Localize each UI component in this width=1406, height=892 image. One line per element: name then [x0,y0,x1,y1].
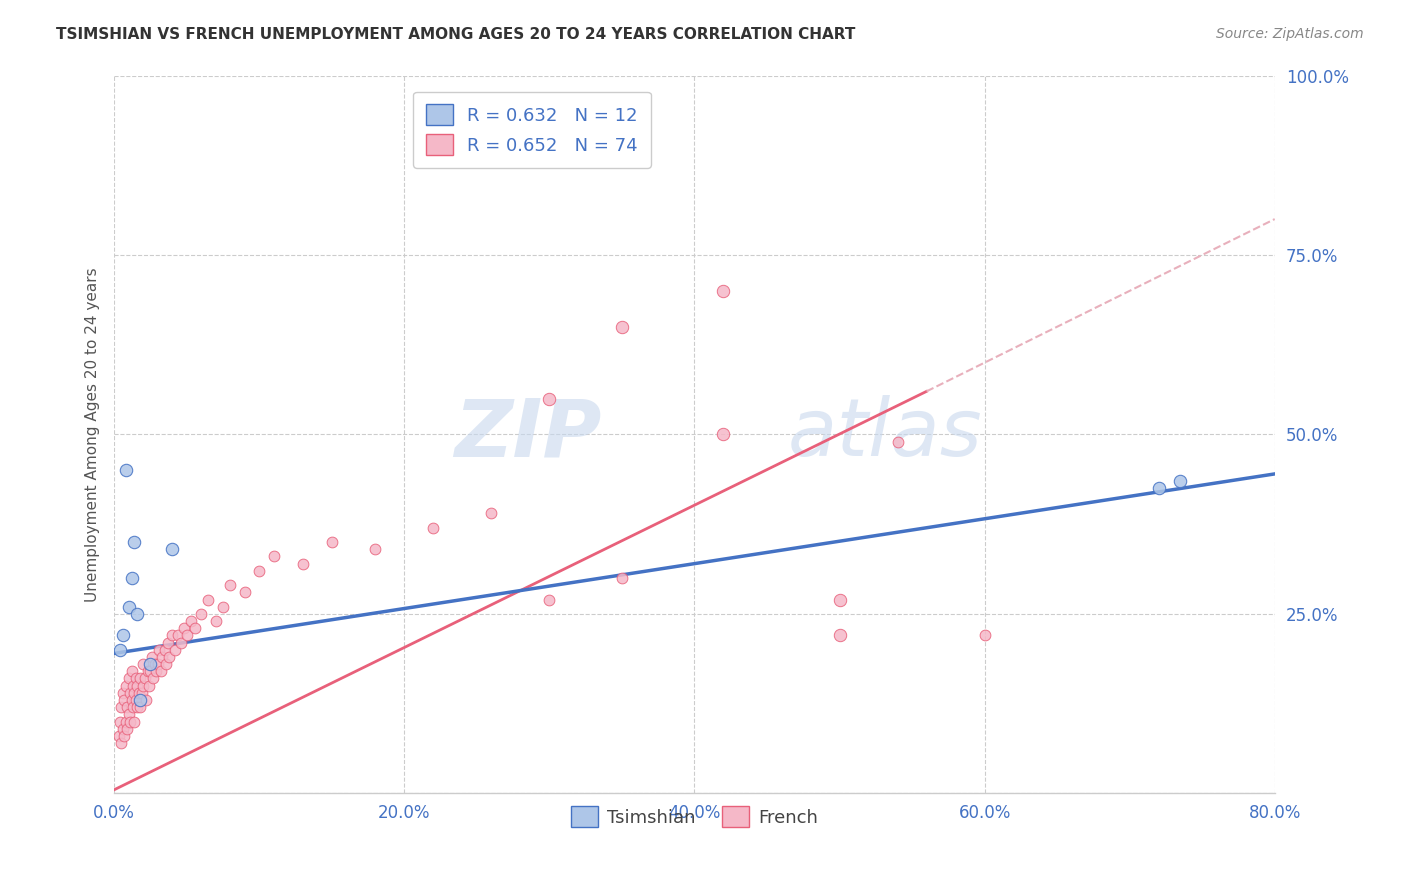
Point [120,714,142,729]
Point [114,714,136,729]
Point [129,700,152,714]
Point [111,722,134,736]
Point [128,686,150,700]
Point [129,693,152,707]
Point [135,693,157,707]
Point [142,672,165,686]
Point [190,607,212,621]
Point [127,679,149,693]
Text: TSIMSHIAN VS FRENCH UNEMPLOYMENT AMONG AGES 20 TO 24 YEARS CORRELATION CHART: TSIMSHIAN VS FRENCH UNEMPLOYMENT AMONG A… [56,27,856,42]
Point [157,650,180,665]
Point [713,284,735,298]
Point [111,686,134,700]
Point [156,635,179,649]
Point [610,571,633,585]
Point [364,542,387,557]
Point [121,693,143,707]
Point [828,628,851,642]
Point [138,679,160,693]
Point [479,507,502,521]
Point [165,642,187,657]
Point [117,722,139,736]
Point [141,650,163,665]
Point [117,700,139,714]
Point [204,614,226,628]
Point [118,599,141,614]
Point [111,628,134,642]
Point [160,542,183,557]
Point [114,463,136,477]
Point [422,521,444,535]
Point [150,650,173,665]
Point [180,614,202,628]
Point [124,714,146,729]
Point [538,392,561,406]
Point [121,665,143,679]
Point [112,729,135,743]
Point [122,679,145,693]
Point [212,599,235,614]
Point [153,642,176,657]
Point [167,628,190,642]
Point [118,707,141,722]
Text: Source: ZipAtlas.com: Source: ZipAtlas.com [1216,27,1364,41]
Point [132,657,155,672]
Point [127,607,149,621]
Point [120,686,142,700]
Point [136,665,159,679]
Point [125,672,148,686]
Point [108,642,131,657]
Point [973,628,995,642]
Point [121,571,143,585]
Legend: Tsimshian, French: Tsimshian, French [564,799,825,835]
Point [108,714,131,729]
Point [1170,474,1192,488]
Point [291,557,314,571]
Point [160,628,183,642]
Point [197,592,219,607]
Point [176,628,198,642]
Point [155,657,177,672]
Point [139,657,162,672]
Y-axis label: Unemployment Among Ages 20 to 24 years: Unemployment Among Ages 20 to 24 years [86,267,100,602]
Text: atlas: atlas [787,395,981,474]
Point [110,700,132,714]
Point [146,657,169,672]
Point [219,578,242,592]
Point [1147,481,1170,495]
Point [139,665,162,679]
Point [713,427,735,442]
Point [143,657,166,672]
Point [173,621,195,635]
Point [321,535,343,549]
Point [828,592,851,607]
Point [125,693,148,707]
Point [149,665,172,679]
Point [148,642,170,657]
Text: ZIP: ZIP [454,395,602,474]
Point [263,549,285,564]
Point [145,665,167,679]
Point [124,535,146,549]
Point [132,679,155,693]
Point [247,564,270,578]
Point [134,672,156,686]
Point [114,679,136,693]
Point [124,686,146,700]
Point [170,635,193,649]
Point [538,592,561,607]
Point [127,700,149,714]
Point [110,736,132,750]
Point [122,700,145,714]
Point [107,729,129,743]
Point [131,686,153,700]
Point [233,585,256,599]
Point [129,672,152,686]
Point [118,672,141,686]
Point [112,693,135,707]
Point [610,319,633,334]
Point [184,621,207,635]
Point [886,434,908,449]
